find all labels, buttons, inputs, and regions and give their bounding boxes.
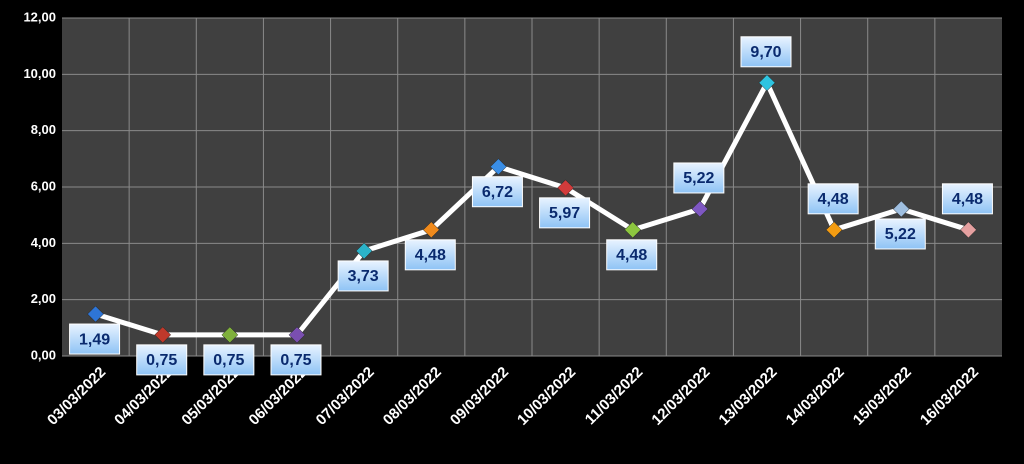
value-label: 3,73 bbox=[348, 268, 379, 285]
y-tick-label: 12,00 bbox=[23, 9, 56, 24]
y-tick-label: 2,00 bbox=[31, 291, 56, 306]
marker bbox=[490, 158, 507, 176]
marker bbox=[960, 221, 977, 239]
y-tick-label: 4,00 bbox=[31, 235, 56, 250]
y-tick-label: 0,00 bbox=[31, 347, 56, 362]
value-label: 4,48 bbox=[952, 191, 983, 208]
marker bbox=[422, 221, 440, 239]
marker bbox=[624, 221, 642, 239]
marker bbox=[557, 179, 574, 197]
x-tick-label: 03/03/2022 bbox=[44, 364, 109, 429]
value-label-box bbox=[606, 239, 658, 271]
value-label: 4,48 bbox=[818, 191, 849, 208]
value-label-box bbox=[337, 260, 389, 292]
x-tick-label: 10/03/2022 bbox=[514, 364, 579, 429]
x-tick-label: 12/03/2022 bbox=[648, 364, 713, 429]
x-tick-label: 09/03/2022 bbox=[447, 364, 512, 429]
marker bbox=[892, 200, 910, 218]
marker bbox=[758, 74, 776, 92]
y-tick-label: 10,00 bbox=[23, 66, 56, 81]
marker bbox=[825, 221, 843, 239]
value-label: 1,49 bbox=[79, 331, 110, 348]
value-label: 9,70 bbox=[750, 44, 781, 61]
value-label-box bbox=[69, 323, 121, 355]
marker bbox=[288, 326, 306, 344]
value-label: 4,48 bbox=[616, 247, 647, 264]
value-label-box bbox=[471, 176, 523, 208]
x-tick-label: 14/03/2022 bbox=[783, 364, 848, 429]
value-label: 4,48 bbox=[415, 247, 446, 264]
value-label-box bbox=[673, 162, 725, 194]
x-tick-label: 16/03/2022 bbox=[917, 364, 982, 429]
x-tick-label: 11/03/2022 bbox=[582, 364, 647, 429]
value-label-box bbox=[941, 183, 993, 215]
x-tick-label: 13/03/2022 bbox=[716, 364, 781, 429]
value-label: 6,72 bbox=[482, 184, 513, 201]
marker bbox=[87, 305, 104, 323]
value-label-box bbox=[539, 197, 591, 229]
x-tick-label: 07/03/2022 bbox=[313, 364, 378, 429]
y-tick-label: 8,00 bbox=[31, 122, 56, 137]
value-label: 5,97 bbox=[549, 205, 580, 222]
y-tick-label: 6,00 bbox=[31, 178, 56, 193]
value-label: 5,22 bbox=[683, 170, 714, 187]
marker bbox=[355, 242, 373, 260]
value-label-box bbox=[270, 344, 322, 376]
value-label: 0,75 bbox=[213, 352, 244, 369]
x-tick-label: 08/03/2022 bbox=[380, 364, 445, 429]
value-label-box bbox=[404, 239, 456, 271]
marker bbox=[691, 200, 709, 218]
value-label-box bbox=[136, 344, 188, 376]
x-tick-label: 15/03/2022 bbox=[850, 364, 915, 429]
value-label: 5,22 bbox=[885, 226, 916, 243]
marker bbox=[221, 326, 239, 344]
value-label-box bbox=[874, 218, 926, 250]
value-label-box bbox=[740, 36, 792, 68]
value-label-box bbox=[807, 183, 859, 215]
value-label-box bbox=[203, 344, 255, 376]
value-label: 0,75 bbox=[280, 352, 311, 369]
value-label: 0,75 bbox=[146, 352, 177, 369]
marker bbox=[154, 326, 172, 344]
